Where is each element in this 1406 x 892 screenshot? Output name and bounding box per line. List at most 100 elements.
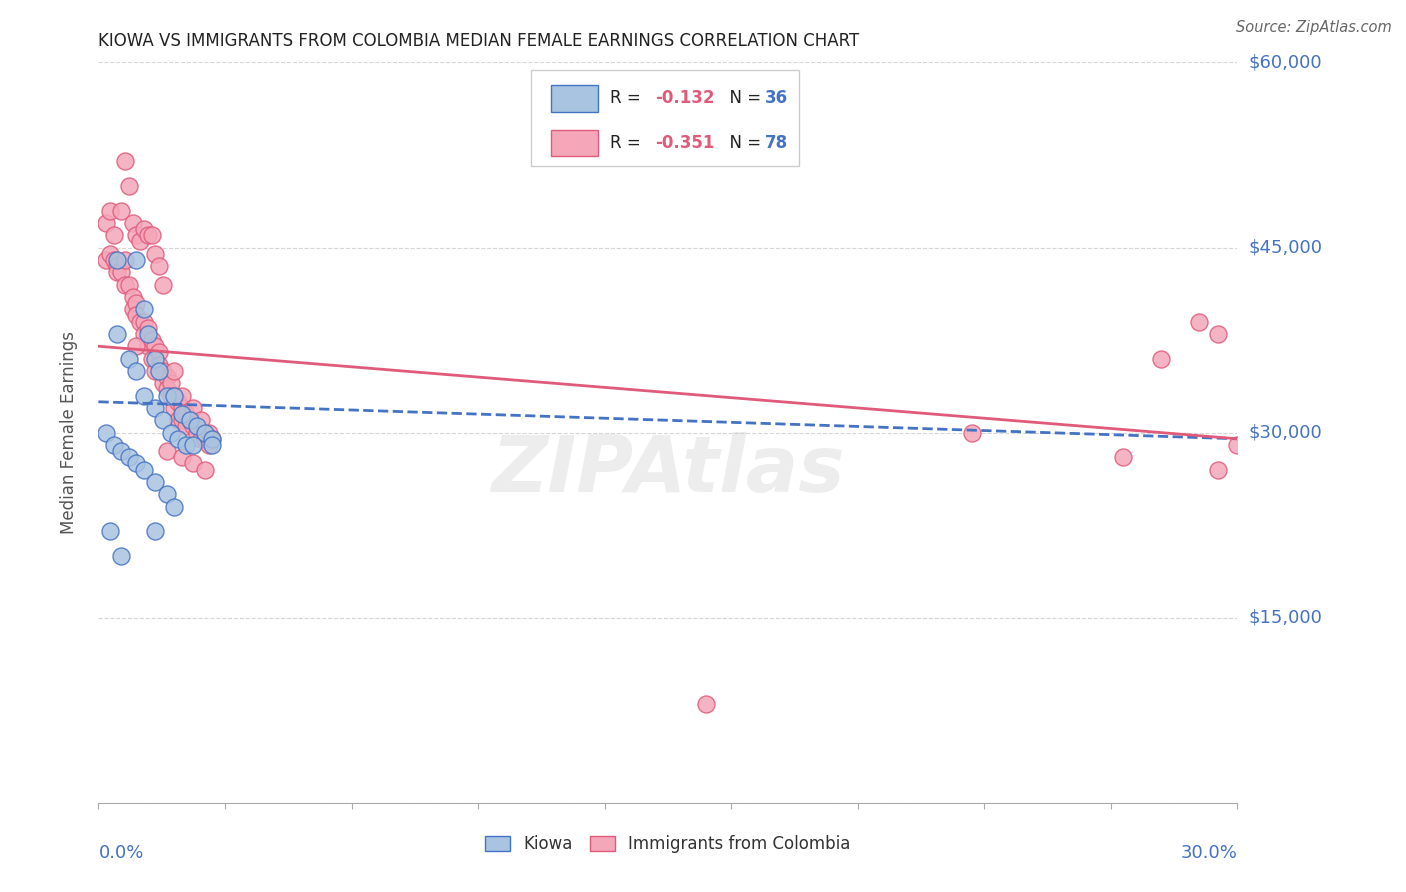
Text: $15,000: $15,000 bbox=[1249, 608, 1322, 627]
Point bbox=[1112, 450, 1135, 465]
Text: 36: 36 bbox=[765, 89, 787, 107]
Point bbox=[167, 413, 190, 427]
Point bbox=[159, 388, 181, 402]
Point bbox=[125, 252, 148, 267]
Point bbox=[152, 413, 174, 427]
Point bbox=[174, 407, 197, 421]
Point bbox=[170, 413, 193, 427]
Text: $60,000: $60,000 bbox=[1249, 54, 1322, 71]
Text: 30.0%: 30.0% bbox=[1181, 845, 1237, 863]
Point bbox=[110, 549, 132, 563]
Point bbox=[1208, 326, 1230, 341]
Point bbox=[125, 228, 148, 243]
Point bbox=[114, 277, 136, 292]
Point bbox=[107, 265, 129, 279]
Point bbox=[179, 413, 201, 427]
Point bbox=[125, 364, 148, 378]
Point bbox=[156, 383, 179, 397]
Point bbox=[1226, 438, 1249, 452]
Point bbox=[156, 370, 179, 384]
Point bbox=[156, 487, 179, 501]
Point bbox=[121, 290, 143, 304]
Point bbox=[1188, 314, 1211, 328]
Point bbox=[136, 320, 159, 334]
Point bbox=[136, 326, 159, 341]
Point bbox=[152, 376, 174, 391]
Point bbox=[103, 252, 125, 267]
Point bbox=[148, 345, 170, 359]
Point bbox=[110, 444, 132, 458]
Point bbox=[148, 364, 170, 378]
Point bbox=[163, 500, 186, 514]
Point bbox=[118, 178, 141, 193]
Point bbox=[960, 425, 983, 440]
FancyBboxPatch shape bbox=[551, 85, 599, 112]
Point bbox=[125, 339, 148, 353]
Text: -0.351: -0.351 bbox=[655, 134, 714, 152]
Text: N =: N = bbox=[718, 134, 766, 152]
Text: Source: ZipAtlas.com: Source: ZipAtlas.com bbox=[1236, 20, 1392, 35]
Point bbox=[121, 302, 143, 317]
Point bbox=[201, 432, 224, 446]
Point bbox=[125, 296, 148, 310]
Text: R =: R = bbox=[610, 89, 645, 107]
Point bbox=[183, 401, 205, 415]
Point bbox=[129, 235, 152, 249]
Text: 78: 78 bbox=[765, 134, 787, 152]
Point bbox=[98, 246, 121, 260]
Text: KIOWA VS IMMIGRANTS FROM COLOMBIA MEDIAN FEMALE EARNINGS CORRELATION CHART: KIOWA VS IMMIGRANTS FROM COLOMBIA MEDIAN… bbox=[98, 32, 859, 50]
Point bbox=[98, 203, 121, 218]
Point bbox=[197, 438, 219, 452]
Point bbox=[145, 351, 167, 366]
Text: $45,000: $45,000 bbox=[1249, 238, 1323, 257]
Point bbox=[170, 450, 193, 465]
Point bbox=[190, 413, 212, 427]
Point bbox=[129, 314, 152, 328]
Point bbox=[167, 394, 190, 409]
Point bbox=[145, 475, 167, 489]
Point bbox=[94, 425, 117, 440]
Point bbox=[98, 524, 121, 539]
Point bbox=[141, 228, 163, 243]
Point bbox=[145, 364, 167, 378]
Point bbox=[179, 413, 201, 427]
Point bbox=[103, 228, 125, 243]
Point bbox=[190, 432, 212, 446]
Text: 0.0%: 0.0% bbox=[98, 845, 143, 863]
Point bbox=[194, 432, 217, 446]
Text: ZIPAtlas: ZIPAtlas bbox=[491, 432, 845, 508]
Point bbox=[174, 438, 197, 452]
Point bbox=[152, 364, 174, 378]
Point bbox=[145, 339, 167, 353]
Point bbox=[107, 252, 129, 267]
Point bbox=[136, 228, 159, 243]
Point bbox=[107, 326, 129, 341]
Point bbox=[174, 419, 197, 434]
Point bbox=[156, 388, 179, 402]
Point bbox=[94, 252, 117, 267]
Text: N =: N = bbox=[718, 89, 766, 107]
Point bbox=[194, 425, 217, 440]
Point bbox=[132, 314, 155, 328]
Point bbox=[107, 259, 129, 273]
Point bbox=[125, 309, 148, 323]
Point bbox=[186, 425, 208, 440]
Point bbox=[125, 457, 148, 471]
Point bbox=[145, 246, 167, 260]
Point bbox=[163, 388, 186, 402]
Point bbox=[1150, 351, 1173, 366]
Point bbox=[145, 401, 167, 415]
Point bbox=[197, 425, 219, 440]
Point bbox=[163, 364, 186, 378]
Point bbox=[194, 462, 217, 476]
Text: $30,000: $30,000 bbox=[1249, 424, 1322, 442]
Point bbox=[170, 401, 193, 415]
Text: R =: R = bbox=[610, 134, 645, 152]
Point bbox=[121, 216, 143, 230]
Point bbox=[132, 222, 155, 236]
Point bbox=[156, 444, 179, 458]
Point bbox=[132, 462, 155, 476]
Point bbox=[163, 401, 186, 415]
Point bbox=[167, 432, 190, 446]
Point bbox=[110, 265, 132, 279]
